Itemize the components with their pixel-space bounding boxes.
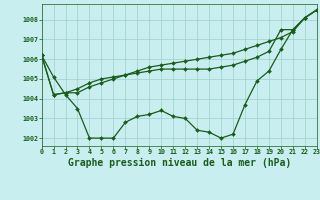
X-axis label: Graphe pression niveau de la mer (hPa): Graphe pression niveau de la mer (hPa) <box>68 158 291 168</box>
